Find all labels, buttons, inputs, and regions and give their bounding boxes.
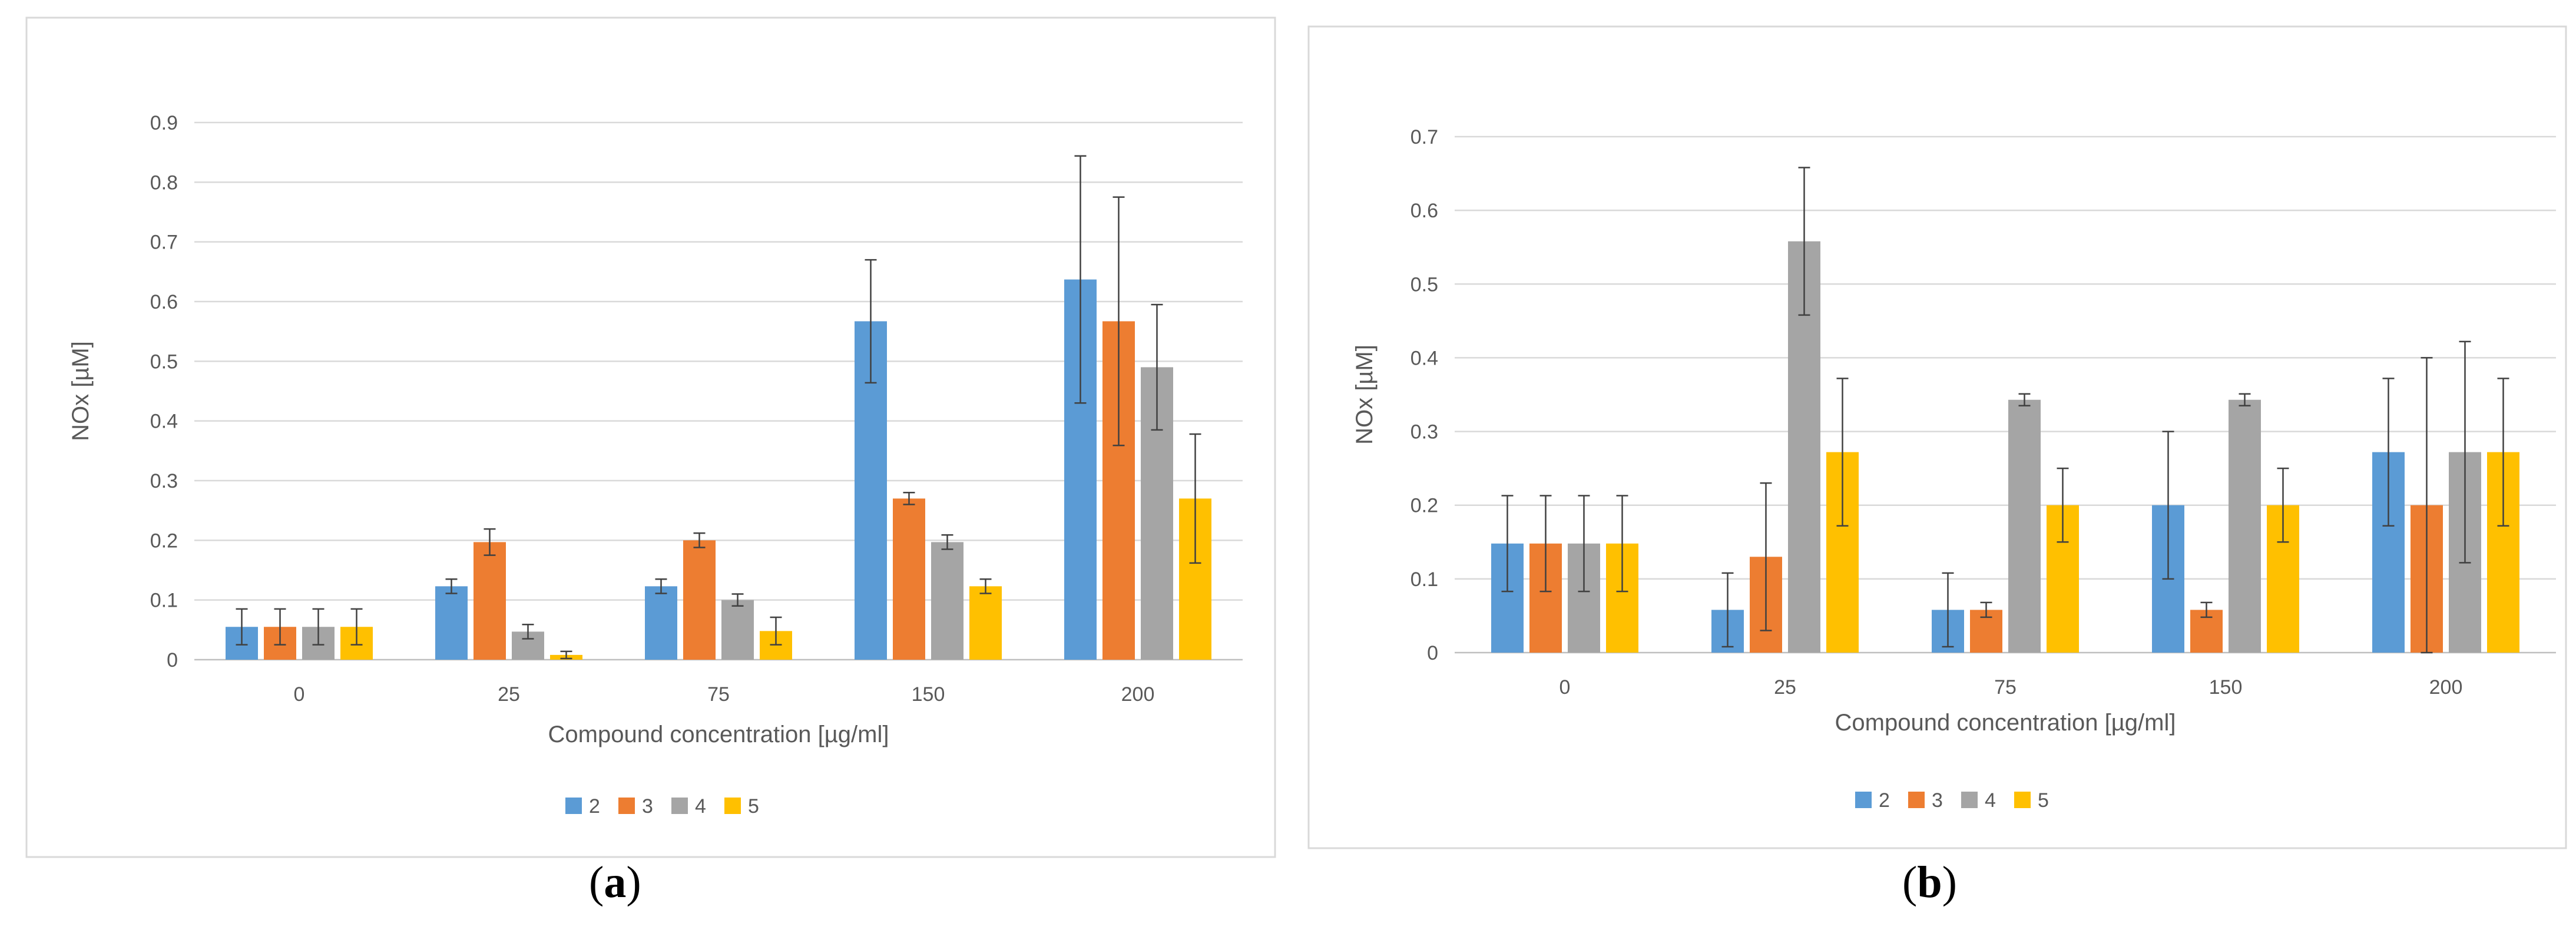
bar-series-5	[969, 586, 1002, 660]
bar-series-3	[1750, 557, 1782, 653]
legend-label-5: 5	[748, 795, 759, 818]
bar-series-5	[1606, 543, 1638, 653]
bar-series-3	[264, 627, 296, 660]
bar-series-4	[1141, 367, 1173, 660]
bar-series-4	[302, 627, 335, 660]
bar-series-3	[2190, 610, 2223, 653]
legend-label-2: 2	[589, 795, 600, 818]
y-tick-label: 0.2	[150, 530, 178, 552]
legend-label-3: 3	[1932, 789, 1943, 812]
legend-swatch-5	[724, 798, 741, 814]
chart-frame	[25, 16, 1276, 858]
legend-label-3: 3	[642, 795, 653, 818]
bar-series-5	[2047, 505, 2079, 653]
bar-series-4	[1788, 241, 1820, 653]
x-tick-label: 150	[2209, 676, 2243, 699]
bar-series-5	[2487, 452, 2519, 653]
y-tick-label: 0.1	[1410, 568, 1438, 591]
y-tick-label: 0	[167, 649, 178, 671]
chart-frame	[1307, 25, 2567, 849]
y-tick-label: 0	[1427, 642, 1438, 664]
y-tick-label: 0.7	[150, 231, 178, 254]
legend-swatch-3	[618, 798, 635, 814]
x-tick-label: 0	[1559, 676, 1571, 699]
chart-panel-a: 00.10.20.30.40.50.60.70.80.90 25 75 150 200C…	[25, 16, 1276, 858]
legend-swatch-2	[565, 798, 582, 814]
legend-swatch-2	[1855, 792, 1872, 808]
legend-swatch-4	[1961, 792, 1978, 808]
y-tick-label: 0.5	[1410, 273, 1438, 296]
x-tick-label: 0	[294, 683, 305, 706]
y-tick-label: 0.2	[1410, 495, 1438, 517]
bar-series-2	[855, 321, 887, 660]
legend-label-5: 5	[2038, 789, 2049, 812]
x-tick-label: 200	[2429, 676, 2463, 699]
y-axis-label: NOx [µM]	[1352, 345, 1378, 445]
legend-label-4: 4	[695, 795, 706, 818]
x-tick-label: 200	[1121, 683, 1155, 706]
bar-series-2	[1711, 610, 1744, 653]
bar-series-4	[2449, 452, 2481, 653]
bar-series-3	[1102, 321, 1135, 660]
bar-series-2	[435, 586, 468, 660]
bar-series-5	[1826, 452, 1859, 653]
bar-series-3	[1529, 543, 1562, 653]
panel-label-b: (b)	[1902, 858, 1957, 907]
y-tick-label: 0.5	[150, 350, 178, 373]
bar-series-2	[2152, 505, 2184, 653]
bar-series-5	[2267, 505, 2299, 653]
bar-series-4	[2008, 399, 2041, 653]
bar-series-4	[512, 631, 544, 660]
bar-series-5	[340, 627, 373, 660]
y-tick-label: 0.6	[1410, 200, 1438, 222]
x-tick-label: 25	[1774, 676, 1796, 699]
bar-series-2	[226, 627, 258, 660]
bar-series-3	[2411, 505, 2443, 653]
legend-swatch-4	[671, 798, 688, 814]
legend-swatch-5	[2014, 792, 2031, 808]
x-axis-label: Compound concentration [µg/ml]	[1835, 710, 2176, 736]
bar-series-2	[2372, 452, 2405, 653]
bar-series-3	[683, 540, 716, 660]
y-tick-label: 0.8	[150, 171, 178, 194]
y-tick-label: 0.4	[150, 411, 178, 433]
bar-series-4	[2229, 399, 2261, 653]
x-tick-label: 75	[707, 683, 730, 706]
y-tick-label: 0.4	[1410, 347, 1438, 369]
x-tick-label: 150	[912, 683, 945, 706]
bar-series-4	[721, 600, 754, 660]
bar-series-4	[931, 542, 963, 660]
legend-label-4: 4	[1985, 789, 1996, 812]
bar-series-4	[1568, 543, 1600, 653]
bar-series-2	[1064, 279, 1097, 660]
y-axis-label: NOx [µM]	[68, 341, 94, 441]
bar-series-3	[893, 498, 925, 660]
y-tick-label: 0.3	[150, 470, 178, 492]
bar-series-2	[645, 586, 677, 660]
bar-series-5	[550, 654, 582, 660]
legend-swatch-3	[1908, 792, 1925, 808]
panel-label-a: (a)	[589, 858, 641, 907]
y-tick-label: 0.7	[1410, 126, 1438, 148]
bar-series-5	[760, 631, 792, 660]
bar-series-3	[1970, 610, 2002, 653]
y-tick-label: 0.1	[150, 590, 178, 612]
y-tick-label: 0.3	[1410, 421, 1438, 444]
bar-series-2	[1932, 610, 1964, 653]
x-tick-label: 75	[1994, 676, 2017, 699]
chart-panel-b: 00.10.20.30.40.50.60.70 25 75 150 200Compoun…	[1307, 25, 2567, 849]
x-tick-label: 25	[498, 683, 520, 706]
bar-series-3	[474, 542, 506, 660]
legend-label-2: 2	[1879, 789, 1890, 812]
bar-series-5	[1179, 498, 1211, 660]
y-tick-label: 0.6	[150, 291, 178, 313]
y-tick-label: 0.9	[150, 112, 178, 134]
bar-series-2	[1491, 543, 1524, 653]
x-axis-label: Compound concentration [µg/ml]	[548, 722, 889, 747]
